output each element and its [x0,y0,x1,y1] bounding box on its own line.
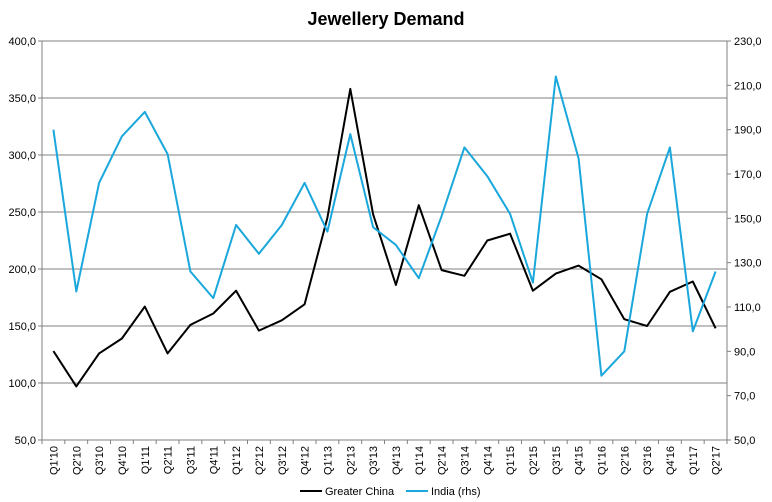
x-tick-label: Q2'12 [254,446,266,475]
left-tick-label: 250,0 [8,207,36,219]
x-tick-label: Q4'16 [665,446,677,475]
left-tick-label: 200,0 [8,264,36,276]
legend: Greater China India (rhs) [300,486,481,498]
left-tick-label: 400,0 [8,36,36,48]
right-axis-ticks: 50,0 70,0 90,0 110,0 130,0 150,0 170,0 190,0 210… [727,36,762,447]
right-tick-label: 170,0 [734,169,762,181]
x-tick-label: Q1'12 [231,446,243,475]
left-axis-ticks: 50,0 100,0 150,0 200,0 250,0 300,0 350,0 400,0 [8,36,42,447]
gridlines [42,97,727,384]
x-tick-label: Q2'11 [163,446,175,474]
left-tick-label: 300,0 [8,150,36,162]
x-tick-label: Q4'11 [208,446,220,474]
right-tick-label: 210,0 [734,80,762,92]
x-tick-label: Q2'16 [619,446,631,475]
left-tick-label: 350,0 [8,93,36,105]
right-tick-label: 110,0 [734,302,761,314]
x-axis-ticks: Q1'10 Q2'10 Q3'10 Q4'10 Q1'11 Q2'11 Q3'11 Q4'11… [41,440,728,475]
plot-area-border [41,40,728,441]
x-tick-label: Q1'13 [322,446,334,475]
x-tick-label: Q3'16 [642,446,654,475]
x-tick-label: Q3'13 [368,446,380,475]
x-tick-label: Q2'15 [528,446,540,475]
series-layer [52,75,717,388]
left-tick-label: 150,0 [8,321,36,333]
right-tick-label: 90,0 [734,346,755,358]
right-tick-label: 50,0 [734,435,755,447]
series-line-greater-china [52,87,717,388]
right-tick-label: 70,0 [734,391,755,403]
x-tick-label: Q1'15 [505,446,517,475]
left-tick-label: 50,0 [15,435,36,447]
x-tick-label: Q3'12 [277,446,289,475]
x-tick-label: Q1'11 [140,446,152,474]
x-tick-label: Q4'12 [300,446,312,475]
x-tick-label: Q3'11 [185,446,197,474]
x-tick-label: Q1'14 [414,446,426,475]
right-tick-label: 230,0 [734,36,762,48]
chart-title: Jewellery Demand [307,9,464,29]
x-tick-label: Q2'14 [437,446,449,475]
right-tick-label: 150,0 [734,213,762,225]
x-tick-label: Q2'13 [345,446,357,475]
x-tick-label: Q3'14 [459,446,471,475]
x-tick-label: Q4'10 [117,446,129,475]
right-tick-label: 190,0 [734,125,762,137]
x-tick-label: Q3'15 [551,446,563,475]
x-tick-label: Q4'13 [391,446,403,475]
x-tick-label: Q2'10 [71,446,83,475]
x-tick-label: Q1'17 [688,446,700,475]
x-tick-label: Q4'15 [574,446,586,475]
x-tick-label: Q1'10 [48,446,60,475]
x-tick-label: Q2'17 [711,446,723,475]
x-tick-label: Q3'10 [94,446,106,475]
legend-label-india: India (rhs) [431,486,481,498]
x-tick-label: Q4'14 [482,446,494,475]
x-tick-label: Q1'16 [596,446,608,475]
series-line-india [52,75,717,377]
right-tick-label: 130,0 [734,258,762,270]
left-tick-label: 100,0 [8,378,36,390]
legend-label-greater-china: Greater China [325,486,395,498]
